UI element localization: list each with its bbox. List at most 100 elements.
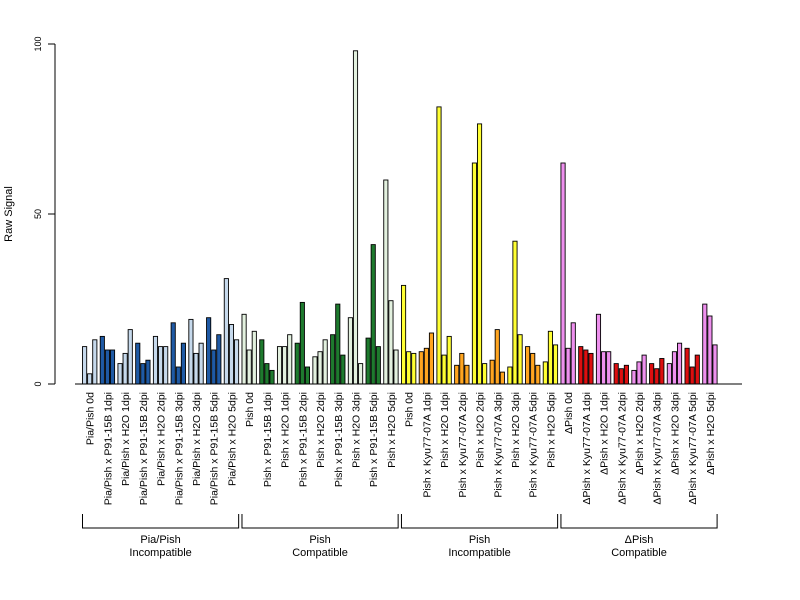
bar	[375, 346, 381, 385]
bar	[659, 358, 665, 385]
x-tick-label: Pish x P91-15B 5dpi	[368, 392, 380, 487]
bar	[631, 369, 637, 385]
bar	[707, 315, 713, 385]
x-tick-label: ΔPish x Kyu77-07A 1dpi	[581, 392, 593, 505]
bar	[636, 361, 642, 385]
bar	[304, 366, 310, 385]
bar	[211, 349, 217, 385]
bar	[428, 332, 435, 385]
bar	[542, 361, 548, 385]
group-label-line2: Incompatible	[129, 547, 191, 559]
bar	[494, 329, 500, 385]
bar	[294, 342, 300, 385]
bar	[649, 363, 655, 385]
x-tick-label: Pish x P91-15B 2dpi	[297, 392, 309, 487]
x-tick-label: Pia/Pish x P91-15B 1dpi	[102, 392, 114, 505]
bars	[82, 50, 718, 385]
x-tick-label: Pia/Pish x P91-15B 3dpi	[173, 392, 185, 505]
bar	[436, 106, 442, 385]
bar	[282, 346, 288, 385]
x-tick-label: Pia/Pish x H2O 2dpi	[156, 392, 168, 486]
bar	[188, 318, 194, 385]
bar	[418, 351, 424, 385]
bar	[565, 347, 571, 385]
x-tick-label: Pish 0d	[404, 392, 416, 427]
bar	[99, 335, 105, 385]
bar	[358, 363, 364, 385]
bar	[666, 363, 672, 385]
bar	[312, 356, 318, 385]
bar	[117, 363, 123, 385]
bar	[595, 313, 602, 385]
bar	[170, 322, 176, 385]
bar	[347, 317, 353, 385]
bar	[352, 50, 359, 385]
x-tick-label: Pish x H2O 2dpi	[315, 392, 327, 468]
bar	[152, 335, 159, 385]
bar	[694, 354, 700, 385]
bar	[618, 368, 624, 385]
bar	[570, 322, 576, 385]
x-tick-label: Pish 0d	[244, 392, 256, 427]
group-label-line2: Incompatible	[448, 547, 510, 559]
bar	[198, 342, 204, 385]
x-tick-label: Pish x Kyu77-07A 2dpi	[457, 392, 469, 498]
bar	[223, 278, 229, 385]
group-bracket	[241, 514, 399, 529]
bar	[228, 324, 235, 385]
y-tick-label: 0	[33, 381, 43, 386]
bar	[530, 352, 536, 385]
bar	[264, 363, 270, 385]
bar	[127, 329, 133, 385]
y-axis-label: Raw Signal	[3, 186, 15, 242]
group-bracket	[82, 514, 240, 529]
bar	[482, 363, 488, 385]
y-axis: 0 50 100	[33, 36, 56, 387]
bar	[241, 313, 247, 385]
x-tick-label: Pish x H2O 5dpi	[386, 392, 398, 468]
bar	[251, 330, 257, 385]
bar	[340, 354, 346, 385]
bar	[299, 301, 305, 385]
group-label-line2: Compatible	[292, 547, 348, 559]
bar	[287, 334, 293, 385]
group-label-line1: ΔPish	[625, 534, 654, 546]
x-tick-label: Pia/Pish 0d	[85, 392, 97, 445]
bar	[623, 364, 629, 385]
bar	[163, 346, 169, 385]
x-tick-label: Pia/Pish x H2O 3dpi	[191, 392, 203, 486]
bar	[613, 363, 619, 385]
bar	[401, 284, 407, 385]
bar	[317, 351, 323, 385]
bar	[109, 349, 116, 385]
x-tick-label: ΔPish x H2O 1dpi	[599, 392, 611, 475]
bar	[87, 373, 93, 385]
x-tick-label: Pish x H2O 3dpi	[510, 392, 522, 468]
bar	[552, 344, 559, 385]
x-tick-label: Pish x H2O 3dpi	[351, 392, 363, 468]
bar	[535, 364, 541, 385]
x-tick-label: ΔPish x H2O 2dpi	[634, 392, 646, 475]
x-tick-label: Pish x H2O 5dpi	[545, 392, 557, 468]
x-tick-label: Pish x Kyu77-07A 5dpi	[528, 392, 540, 498]
x-tick-label: ΔPish x Kyu77-07A 5dpi	[687, 392, 699, 505]
bar	[216, 334, 222, 385]
bar	[588, 352, 594, 385]
y-tick-label: 100	[33, 36, 43, 51]
x-tick-label: Pish x P91-15B 3dpi	[333, 392, 345, 487]
bar	[234, 339, 240, 385]
bar	[702, 303, 708, 385]
bar	[82, 346, 88, 385]
group-bracket	[560, 514, 718, 529]
x-tick-label: ΔPish x Kyu77-07A 2dpi	[616, 392, 628, 505]
bar	[330, 334, 336, 385]
x-tick-labels: Pia/Pish 0d Pia/Pish x P91-15B 1dpi Pia/Pi…	[85, 392, 717, 505]
bar	[641, 354, 647, 385]
x-tick-label: Pish x H2O 2dpi	[475, 392, 487, 468]
bar	[525, 346, 531, 385]
x-tick-label: Pia/Pish x P91-15B 2dpi	[138, 392, 150, 505]
x-tick-label: Pish x H2O 1dpi	[280, 392, 292, 468]
bar	[180, 342, 186, 385]
group-label-line2: Compatible	[611, 547, 667, 559]
bar	[476, 123, 483, 385]
